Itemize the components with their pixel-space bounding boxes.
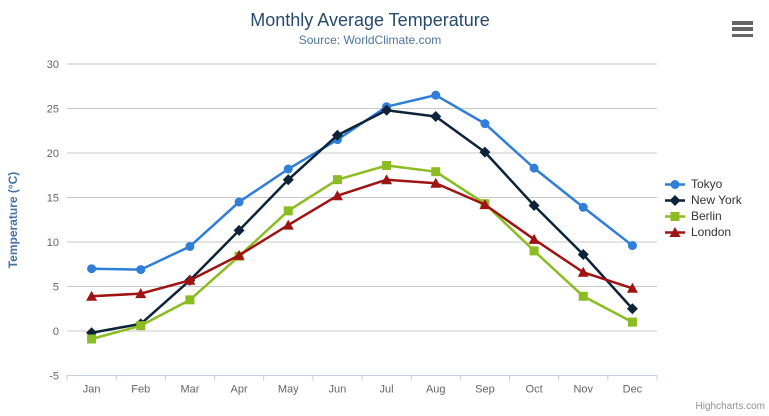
legend-label: New York	[691, 193, 742, 207]
data-point-marker[interactable]	[577, 248, 589, 260]
data-point-marker[interactable]	[529, 246, 539, 256]
data-point-marker[interactable]	[136, 265, 146, 275]
x-tick-label: Jul	[380, 384, 394, 396]
series-line	[90, 164, 634, 341]
x-tick-label: May	[278, 384, 299, 396]
x-tick-label: Apr	[231, 384, 248, 396]
x-tick-label: Sep	[475, 384, 495, 396]
data-point-marker[interactable]	[431, 90, 441, 100]
legend-item-new-york[interactable]: New York	[664, 192, 742, 208]
series-new-york[interactable]	[86, 104, 638, 339]
data-point-marker[interactable]	[233, 224, 245, 236]
y-tick-label: 30	[47, 59, 59, 71]
chart-subtitle: Source: WorldClimate.com	[298, 33, 442, 47]
data-point-marker[interactable]	[332, 175, 342, 185]
legend-item-london[interactable]: London	[664, 224, 742, 240]
data-point-marker[interactable]	[233, 249, 245, 260]
data-point-marker[interactable]	[578, 202, 588, 212]
series-london[interactable]	[86, 174, 638, 301]
series-tokyo[interactable]	[87, 90, 637, 275]
y-tick-label: 0	[53, 326, 59, 338]
series-line	[90, 178, 634, 298]
data-point-marker[interactable]	[578, 291, 588, 301]
data-point-marker[interactable]	[670, 211, 680, 221]
data-point-marker[interactable]	[185, 241, 195, 251]
legend-label: Berlin	[691, 209, 722, 223]
y-tick-label: 15	[47, 193, 59, 205]
legend-marker-diamond-icon	[665, 194, 685, 206]
data-point-marker[interactable]	[381, 104, 393, 116]
chart-title: Monthly Average Temperature	[250, 10, 490, 30]
legend-label: London	[691, 225, 732, 239]
hamburger-menu-icon	[732, 27, 753, 31]
legend-label: Tokyo	[691, 177, 723, 191]
y-tick-label: -5	[49, 371, 59, 383]
context-menu-button[interactable]	[732, 21, 753, 37]
data-point-marker[interactable]	[382, 160, 392, 170]
data-point-marker[interactable]	[331, 190, 343, 201]
data-point-marker[interactable]	[87, 334, 97, 344]
hamburger-menu-icon	[732, 21, 753, 25]
credits-link[interactable]: Highcharts.com	[695, 401, 765, 412]
x-tick-label: Dec	[623, 384, 643, 396]
data-point-marker[interactable]	[430, 111, 442, 123]
data-point-marker[interactable]	[528, 200, 540, 212]
series-line	[90, 93, 634, 271]
data-point-marker[interactable]	[528, 233, 540, 244]
data-point-marker[interactable]	[529, 163, 539, 173]
legend: Tokyo New York Berlin London	[664, 176, 742, 240]
x-tick-label: Feb	[131, 384, 150, 396]
data-point-marker[interactable]	[480, 119, 490, 129]
data-point-marker[interactable]	[234, 197, 244, 207]
x-tick-label: Mar	[180, 384, 199, 396]
data-point-marker[interactable]	[184, 274, 196, 285]
y-tick-label: 10	[47, 237, 59, 249]
x-tick-label: Jan	[83, 384, 101, 396]
data-point-marker[interactable]	[87, 264, 97, 274]
data-point-marker[interactable]	[283, 164, 293, 174]
data-point-marker[interactable]	[430, 177, 442, 188]
x-tick-label: Nov	[573, 384, 593, 396]
data-point-marker[interactable]	[479, 199, 491, 210]
x-tick-label: Jun	[329, 384, 347, 396]
data-point-marker[interactable]	[626, 303, 638, 315]
data-point-marker[interactable]	[669, 194, 681, 206]
data-point-marker[interactable]	[136, 321, 146, 331]
series-line	[90, 109, 634, 335]
legend-item-berlin[interactable]: Berlin	[664, 208, 742, 224]
data-point-marker[interactable]	[626, 282, 638, 293]
legend-marker-square-icon	[665, 211, 685, 221]
data-point-marker[interactable]	[669, 226, 681, 237]
data-point-marker[interactable]	[431, 167, 441, 177]
data-point-marker[interactable]	[135, 288, 147, 299]
data-point-marker[interactable]	[670, 179, 680, 189]
x-tick-label: Oct	[526, 384, 543, 396]
y-tick-label: 20	[47, 148, 59, 160]
data-point-marker[interactable]	[381, 174, 393, 185]
legend-marker-circle-icon	[665, 179, 685, 189]
data-point-marker[interactable]	[577, 266, 589, 277]
y-tick-label: 25	[47, 104, 59, 116]
legend-item-tokyo[interactable]: Tokyo	[664, 176, 742, 192]
hamburger-menu-icon	[732, 33, 753, 37]
data-point-marker[interactable]	[627, 241, 637, 251]
data-point-marker[interactable]	[479, 146, 491, 158]
data-point-marker[interactable]	[282, 219, 294, 230]
x-tick-label: Aug	[426, 384, 446, 396]
data-point-marker[interactable]	[627, 317, 637, 327]
data-point-marker[interactable]	[185, 295, 195, 305]
y-tick-label: 5	[53, 282, 59, 294]
legend-marker-triangle-icon	[665, 226, 685, 237]
data-point-marker[interactable]	[282, 174, 294, 186]
data-point-marker[interactable]	[283, 206, 293, 216]
data-point-marker[interactable]	[86, 290, 98, 301]
data-point-marker[interactable]	[331, 129, 343, 141]
